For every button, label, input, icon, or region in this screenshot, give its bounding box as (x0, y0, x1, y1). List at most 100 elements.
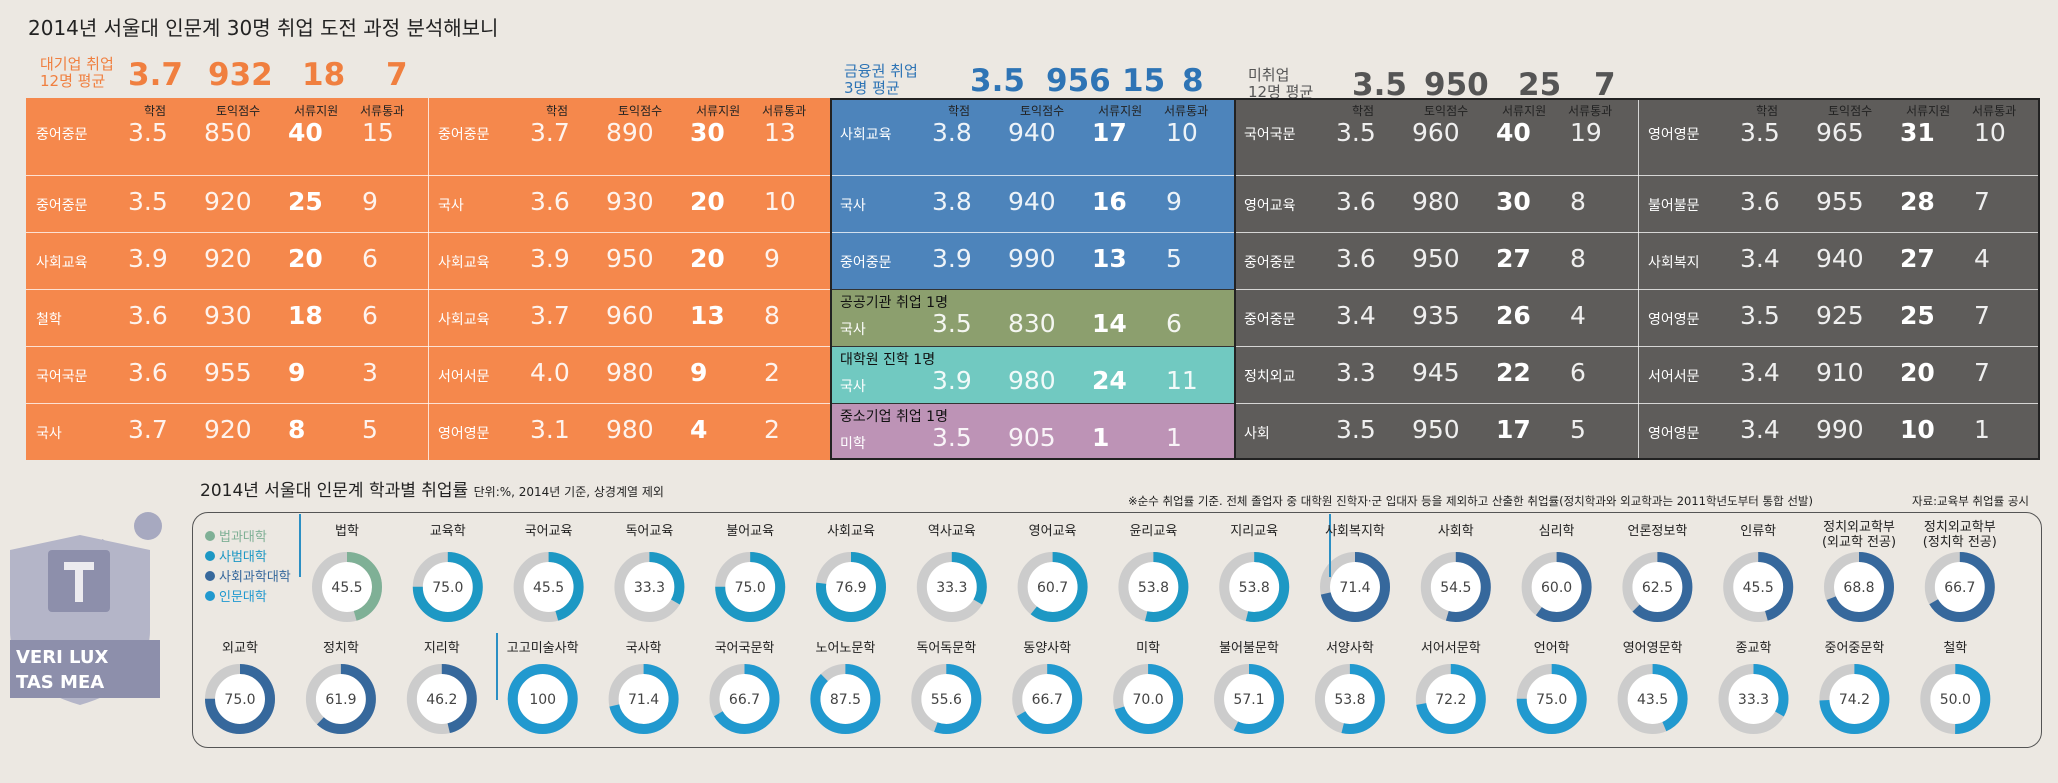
applied-value: 30 (690, 118, 725, 147)
employment-rate-chart-frame (192, 512, 2042, 748)
donut-center (1022, 674, 1073, 724)
column-header: 서류지원 (696, 104, 741, 118)
row-divider (1638, 289, 2040, 290)
toeic-value: 930 (606, 187, 654, 216)
row-divider (26, 403, 428, 404)
donut-label-line: 법학 (335, 524, 359, 539)
donut-label: 독어독문학 (896, 641, 996, 656)
row-background (830, 232, 1234, 289)
toeic-value: 980 (606, 415, 654, 444)
dept-name: 사회교육 (36, 255, 88, 271)
donut-1-0: 75.0 (205, 664, 275, 734)
column-header: 서류통과 (1568, 104, 1613, 118)
page-title: 2014년 서울대 인문계 30명 취업 도전 과정 분석해보니 (28, 16, 499, 40)
gpa-value: 3.1 (530, 415, 570, 444)
donut-arc (1521, 552, 1592, 622)
gpa-value: 3.9 (932, 366, 972, 395)
donut-center (322, 562, 372, 612)
legend-dot (205, 551, 215, 561)
donut-0-14: 45.5 (1723, 552, 1794, 622)
unemployed-label-2: 12명 평균 (1248, 83, 1314, 101)
donut-value: 72.2 (1435, 692, 1466, 708)
donut-value: 75.0 (1536, 692, 1567, 708)
donut-1-14: 43.5 (1617, 664, 1688, 734)
gpa-value: 3.8 (932, 118, 972, 147)
donut-label: 사회복지학 (1305, 524, 1405, 539)
donut-label: 국어국문학 (695, 641, 795, 656)
snu-seal-logo: VERI LUX TAS MEA (10, 512, 162, 705)
donut-label-line: 동양사학 (1023, 641, 1072, 656)
column-header: 서류통과 (1164, 104, 1209, 118)
applied-value: 28 (1900, 187, 1935, 216)
column-header: 토익점수 (1424, 104, 1469, 118)
gpa-value: 3.9 (932, 244, 972, 273)
row-divider (830, 403, 1234, 404)
donut-1-4: 71.4 (608, 664, 679, 734)
donut-1-3: 100 (507, 664, 578, 734)
applied-value: 18 (288, 301, 323, 330)
donut-arc (1819, 664, 1890, 734)
applied-value: 20 (1900, 358, 1935, 387)
donut-value: 53.8 (1334, 692, 1365, 708)
applied-value: 16 (1092, 187, 1127, 216)
applied-value: 20 (288, 244, 323, 273)
gpa-value: 3.3 (1336, 358, 1376, 387)
toeic-value: 910 (1816, 358, 1864, 387)
column-header: 학점 (1352, 104, 1375, 118)
donut-value: 68.8 (1843, 580, 1874, 596)
seal-text-top: VERI LUX (16, 647, 108, 668)
seal-text-bottom: TAS MEA (16, 672, 104, 693)
donut-label: 고고미술사학 (493, 641, 593, 656)
block-divider (1638, 98, 1639, 460)
gpa-value: 3.5 (932, 309, 972, 338)
donut-arc (1718, 664, 1789, 734)
row-divider (1234, 403, 1638, 404)
donut-value: 53.8 (1239, 580, 1270, 596)
donut-label: 철학 (1905, 641, 2005, 656)
applied-value: 8 (288, 415, 306, 444)
donut-0-11: 54.5 (1420, 552, 1491, 622)
donut-center (624, 562, 675, 612)
legend-label: 법과대학 (219, 530, 267, 545)
donut-label-line: 외교학 (222, 641, 258, 656)
dept-name: 미학 (840, 436, 866, 452)
donut-arc (1214, 664, 1284, 734)
column-header: 토익점수 (1828, 104, 1873, 118)
donut-0-2: 45.5 (513, 552, 584, 622)
row-divider (1234, 289, 1638, 290)
finance-label-2: 3명 평균 (844, 79, 900, 97)
dept-name: 국사 (840, 198, 866, 214)
donut-value: 46.2 (426, 692, 457, 708)
donut-label: 외교학 (190, 641, 290, 656)
column-header: 서류통과 (360, 104, 405, 118)
legend-label: 사회과학대학 (219, 570, 291, 585)
donut-1-8: 66.7 (1012, 664, 1083, 734)
donut-value: 75.0 (735, 580, 766, 596)
row-background (1638, 175, 2040, 232)
donut-label: 영어영문학 (1603, 641, 1703, 656)
row-background (428, 232, 830, 289)
donut-arc (810, 664, 881, 734)
toeic-value: 950 (1412, 415, 1460, 444)
unemployed-block-2: 학점 토익점수 서류지원 서류통과 영어영문 3.5 965 31 10 불어불문 3.6 955 28… (1638, 98, 2040, 460)
row-background (830, 98, 1234, 175)
row-divider (26, 232, 428, 233)
applied-value: 27 (1900, 244, 1935, 273)
block-divider (428, 98, 429, 460)
row-background (26, 346, 428, 403)
donut-arc (709, 664, 780, 734)
donut-center (517, 674, 568, 724)
gpa-value: 3.5 (1336, 118, 1376, 147)
gpa-value: 3.5 (128, 187, 168, 216)
dept-name: 불어불문 (1648, 198, 1700, 214)
donut-label-line: 국사학 (625, 641, 662, 656)
donut-0-13: 62.5 (1622, 552, 1693, 622)
donut-center (921, 674, 972, 724)
donut-0-6: 33.3 (916, 552, 987, 622)
donut-label-line: 독어독문학 (916, 641, 977, 656)
donut-arc (1420, 552, 1491, 622)
row-divider (428, 346, 830, 347)
passed-value: 5 (1166, 244, 1182, 273)
donut-0-12: 60.0 (1521, 552, 1592, 622)
